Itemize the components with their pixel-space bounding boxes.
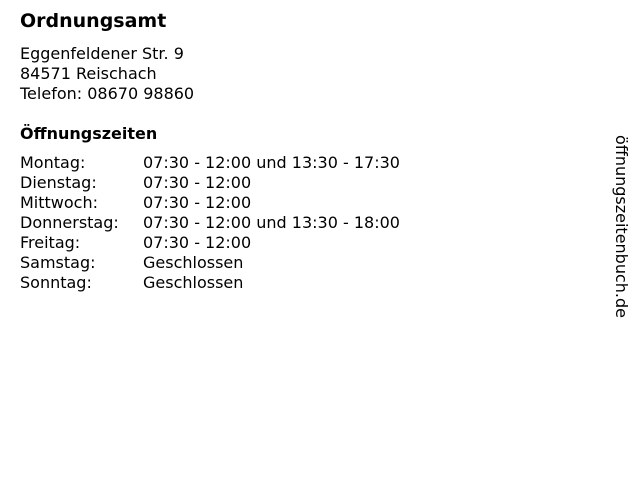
- day: Donnerstag:: [20, 213, 119, 232]
- table-row: Mittwoch: 07:30 - 12:00: [17, 193, 403, 213]
- day: Sonntag:: [20, 273, 92, 292]
- time: Geschlossen: [143, 273, 244, 292]
- day: Freitag:: [20, 233, 81, 252]
- table-row: Montag: 07:30 - 12:00 und 13:30 - 17:30: [17, 153, 403, 173]
- table-row: Dienstag: 07:30 - 12:00: [17, 173, 403, 193]
- time: 07:30 - 12:00: [143, 233, 252, 252]
- time: 07:30 - 12:00: [143, 173, 252, 192]
- street: Eggenfeldener Str. 9: [20, 44, 184, 63]
- time: 07:30 - 12:00 und 13:30 - 18:00: [143, 213, 400, 232]
- table-row: Freitag: 07:30 - 12:00: [17, 233, 403, 253]
- page-title: Ordnungsamt: [20, 10, 167, 32]
- hours-table: Montag: 07:30 - 12:00 und 13:30 - 17:30 D…: [17, 153, 403, 293]
- day: Montag:: [20, 153, 86, 172]
- hours-heading: Öffnungszeiten: [20, 124, 158, 143]
- address: Eggenfeldener Str. 9 84571 Reischach Tel…: [20, 44, 194, 104]
- time: Geschlossen: [143, 253, 244, 272]
- city: 84571 Reischach: [20, 64, 157, 83]
- table-row: Samstag: Geschlossen: [17, 253, 403, 273]
- day: Samstag:: [20, 253, 96, 272]
- watermark: öffnungszeitenbuch.de: [612, 135, 631, 318]
- day: Dienstag:: [20, 173, 97, 192]
- phone: Telefon: 08670 98860: [20, 84, 195, 103]
- table-row: Sonntag: Geschlossen: [17, 273, 403, 293]
- time: 07:30 - 12:00: [143, 193, 252, 212]
- time: 07:30 - 12:00 und 13:30 - 17:30: [143, 153, 400, 172]
- day: Mittwoch:: [20, 193, 98, 212]
- table-row: Donnerstag: 07:30 - 12:00 und 13:30 - 18:…: [17, 213, 403, 233]
